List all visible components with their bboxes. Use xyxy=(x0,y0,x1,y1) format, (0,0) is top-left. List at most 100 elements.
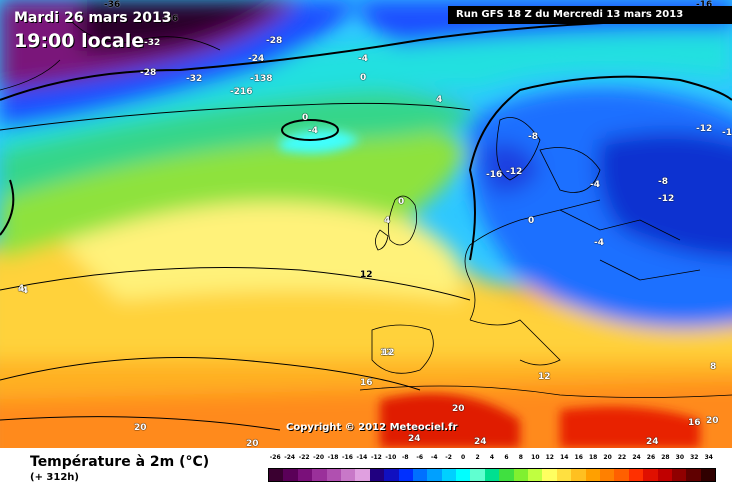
color-scale-tick-label: -16 xyxy=(342,454,353,461)
color-scale-tick-label: 8 xyxy=(518,454,523,461)
color-scale-swatch xyxy=(441,469,457,481)
color-scale-swatch xyxy=(628,469,644,481)
color-scale-tick-label: -12 xyxy=(370,454,382,461)
color-scale-swatch xyxy=(484,469,500,481)
color-scale-tick-label: 18 xyxy=(588,454,598,461)
color-scale-swatch xyxy=(283,469,298,481)
color-scale-swatch xyxy=(585,469,600,481)
isotherm-label: 24 xyxy=(408,434,421,444)
color-scale-tick-label: 2 xyxy=(475,454,480,461)
isotherm-label: -16 xyxy=(486,170,503,180)
color-scale-swatch xyxy=(686,469,701,481)
color-scale-tick-label: 22 xyxy=(617,454,627,461)
color-scale-swatch xyxy=(297,469,313,481)
isotherm-label: -8 xyxy=(528,132,538,142)
isotherm-label: -4 xyxy=(308,126,318,136)
color-scale: -26 -24 -22 -20 -18 -16 -14 -12 -10 -8 -6 -4 -2 0 2 4 6 8… xyxy=(268,454,716,486)
isotherm-label: -36 xyxy=(104,0,121,10)
isotherm-label: -12 xyxy=(696,124,713,134)
color-scale-tick-label: 28 xyxy=(661,454,670,461)
color-scale-swatch xyxy=(384,469,399,481)
color-scale-tick-label: 16 xyxy=(574,454,583,461)
isotherm-label: -12 xyxy=(658,194,675,204)
color-scale-tick-label: -18 xyxy=(327,454,339,461)
isotherm-label: 12 xyxy=(382,348,395,358)
isotherm-label: -1 xyxy=(722,128,732,138)
color-scale-swatch xyxy=(340,469,356,481)
isotherm-label: -36 xyxy=(162,14,179,24)
color-scale-tick-label: -24 xyxy=(284,454,296,461)
color-scale-tick-label: 6 xyxy=(504,454,509,461)
color-scale-swatch xyxy=(312,469,327,481)
isotherm-label: 4 xyxy=(384,216,391,226)
isotherm-label: -4 xyxy=(18,286,28,296)
isotherm-label: 20 xyxy=(452,404,465,414)
isotherm-label: 20 xyxy=(134,423,147,433)
isotherm-label: -28 xyxy=(266,36,283,46)
isotherm-label: 16 xyxy=(360,378,373,388)
isotherm-label: 0 xyxy=(528,216,535,226)
color-scale-swatch xyxy=(398,469,413,481)
color-scale-swatch xyxy=(671,469,687,481)
isotherm-label: -16 xyxy=(696,0,713,10)
color-scale-swatch xyxy=(470,469,485,481)
color-scale-tick-label: -20 xyxy=(313,454,324,461)
color-scale-tick-label: 26 xyxy=(646,454,656,461)
isotherm-label: 20 xyxy=(246,439,259,448)
isotherm-label: -4 xyxy=(358,54,368,64)
isotherm-label: -4 xyxy=(590,180,600,190)
color-scale-tick-label: -22 xyxy=(298,454,310,461)
color-scale-swatch xyxy=(556,469,572,481)
isotherm-label: 4 xyxy=(18,284,25,294)
color-scale-swatch xyxy=(499,469,514,481)
color-scale-swatch xyxy=(700,469,716,481)
isotherm-label: -32 xyxy=(186,74,203,84)
isotherm-label: 4 xyxy=(436,95,443,105)
color-scale-tick-label: -8 xyxy=(401,454,409,461)
color-scale-tick-label: 4 xyxy=(489,454,495,461)
isotherm-label: -216 xyxy=(230,87,253,97)
isotherm-label: 8 xyxy=(710,362,717,372)
legend-footer: Température à 2m (°C) (+ 312h) -26 -24 -22… xyxy=(0,448,732,488)
color-scale-swatch xyxy=(571,469,586,481)
variable-title: Température à 2m (°C) xyxy=(30,454,210,470)
color-scale-swatch xyxy=(542,469,557,481)
isotherm-label: -28 xyxy=(140,68,157,78)
color-scale-swatch xyxy=(643,469,658,481)
isotherm-label: 0 xyxy=(360,73,367,83)
color-scale-swatch xyxy=(269,469,284,481)
isotherm-label: 16 xyxy=(688,418,701,428)
color-scale-swatch xyxy=(412,469,428,481)
isotherm-label: 24 xyxy=(646,437,659,447)
color-scale-swatch xyxy=(528,469,543,481)
isotherm-label: 12 xyxy=(360,270,373,280)
color-scale-tick-label: 30 xyxy=(675,454,685,461)
color-scale-tick-label: 32 xyxy=(690,454,699,461)
color-scale-tick-label: -26 xyxy=(269,454,281,461)
color-scale-tick-label: -6 xyxy=(416,454,424,461)
isotherm-label: -4 xyxy=(594,238,604,248)
color-scale-tick-label: 0 xyxy=(461,454,466,461)
isotherm-label: 12 xyxy=(538,372,551,382)
color-scale-tick-label: -4 xyxy=(430,454,438,461)
color-scale-tick-label: -10 xyxy=(385,454,397,461)
color-scale-tick-label: 24 xyxy=(632,454,641,461)
isotherm-label: 0 xyxy=(398,197,405,207)
model-run-label: Run GFS 18 Z du Mercredi 13 mars 2013 xyxy=(448,6,732,24)
isotherm-label: -8 xyxy=(658,177,668,187)
color-scale-bar xyxy=(268,468,716,482)
color-scale-tick-label: 14 xyxy=(560,454,569,461)
copyright-label: Copyright © 2012 Meteociel.fr xyxy=(286,422,458,433)
color-scale-swatch xyxy=(355,469,370,481)
color-scale-tick-label: 10 xyxy=(531,454,540,461)
isotherm-label: -12 xyxy=(506,167,523,177)
color-scale-tick-label: -14 xyxy=(356,454,368,461)
isotherm-label: -24 xyxy=(248,54,265,64)
isotherm-label: -32 xyxy=(144,38,161,48)
color-scale-swatch xyxy=(369,469,385,481)
isotherm-label: 20 xyxy=(706,416,719,426)
color-scale-tick-label: -2 xyxy=(445,454,452,461)
valid-time: 19:00 locale xyxy=(14,30,145,52)
isotherm-label: 0 xyxy=(302,113,309,123)
isotherm-label: -138 xyxy=(250,74,273,84)
